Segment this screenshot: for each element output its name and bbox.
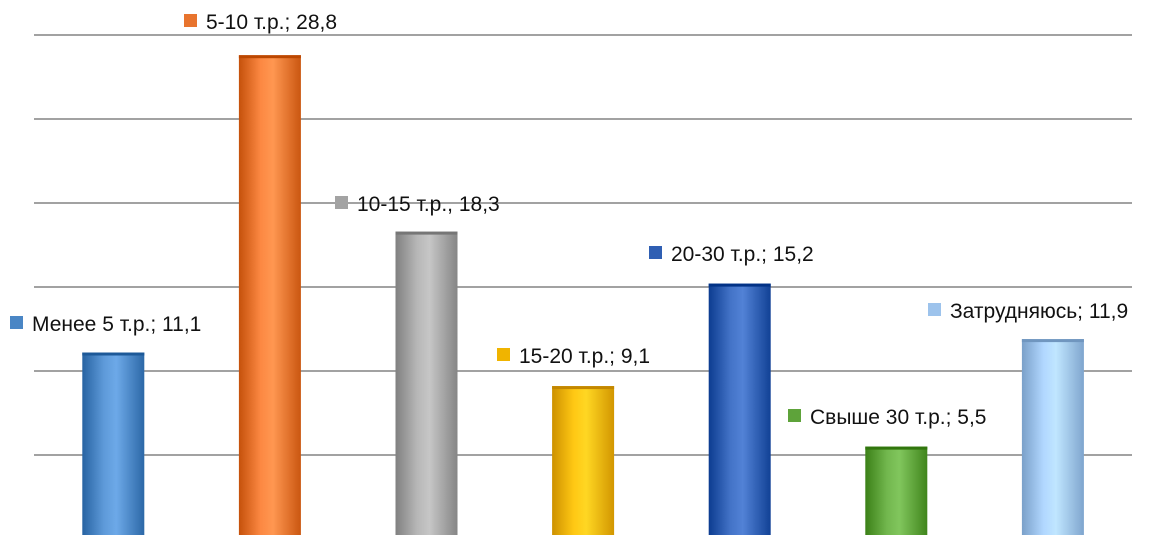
data-labels: Менее 5 т.р.; 11,1 5-10 т.р.; 28,8 10-15 т… [10,11,1128,429]
bar-top-edge [1021,339,1084,343]
bar-top-edge [82,352,145,356]
gridlines [34,34,1132,456]
bar-7 [1021,339,1084,535]
data-label: 15-20 т.р.; 9,1 [519,345,650,368]
legend-marker [497,348,510,361]
bar-top-edge [552,386,615,390]
bar-top-edge [865,446,928,450]
data-label: Свыше 30 т.р.; 5,5 [810,406,986,429]
data-label: Затрудняюсь; 11,9 [950,300,1128,323]
legend-marker [928,303,941,316]
bar-4 [552,386,615,535]
bar-3 [395,231,458,535]
data-label: Менее 5 т.р.; 11,1 [32,313,201,336]
bar-1 [82,352,145,535]
bar-top-edge [238,55,301,59]
legend-marker [788,409,801,422]
legend-marker [649,246,662,259]
data-label: 10-15 т.р., 18,3 [357,193,500,216]
bar-top-edge [708,283,771,287]
data-label: 20-30 т.р.; 15,2 [671,243,814,266]
data-label: 5-10 т.р.; 28,8 [206,11,337,34]
bars [82,55,1084,535]
bar-5 [708,283,771,535]
legend-marker [10,316,23,329]
legend-marker [184,14,197,27]
legend-marker [335,196,348,209]
bar-top-edge [395,231,458,235]
bar-6 [865,446,928,535]
bar-2 [238,55,301,535]
